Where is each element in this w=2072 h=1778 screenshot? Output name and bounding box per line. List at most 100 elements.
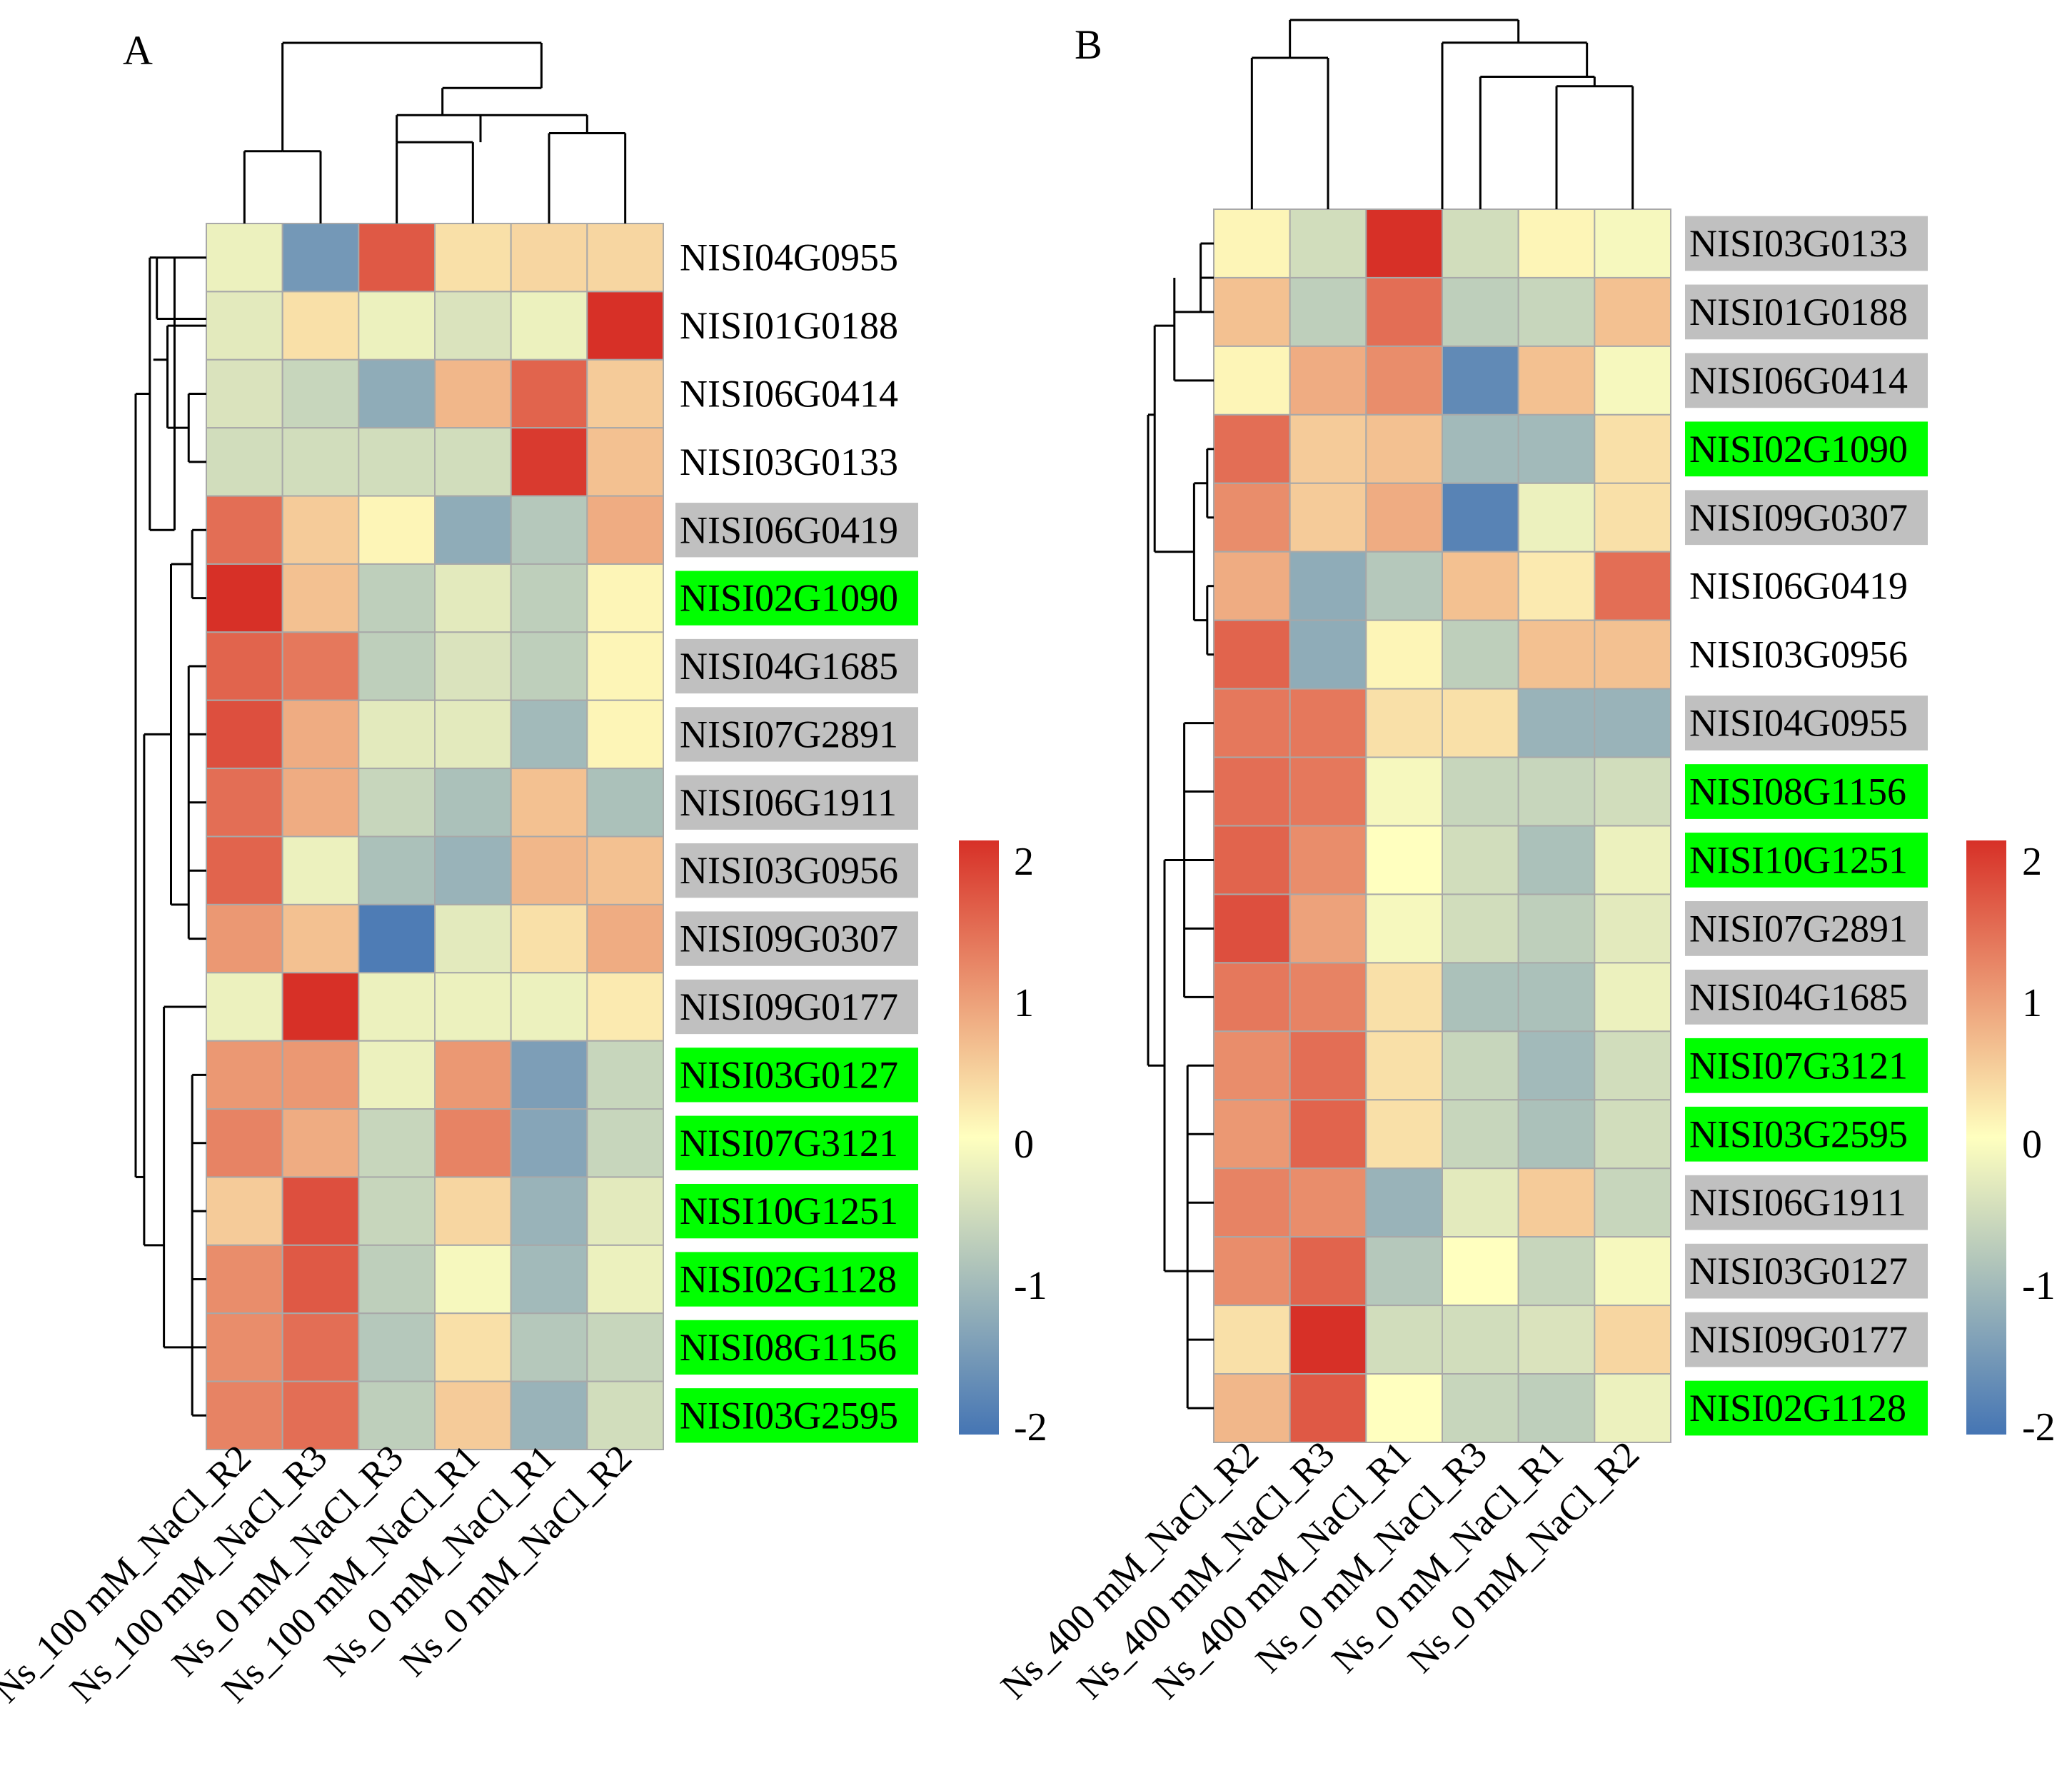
- colorbar-tick-label: 2: [2022, 840, 2042, 884]
- colorbar-tick-label: -2: [1014, 1405, 1047, 1450]
- heatmap-cell: [1594, 1030, 1671, 1101]
- heatmap-cell: [1517, 619, 1596, 690]
- heatmap-cell: [1594, 551, 1671, 621]
- heatmap-cell: [206, 358, 283, 429]
- gene-label: NISI03G0133: [1689, 222, 1908, 265]
- heatmap-cell: [1594, 1099, 1671, 1170]
- gene-highlight: [1685, 421, 1928, 477]
- gene-label: NISI01G0188: [1689, 291, 1908, 333]
- gene-label: NISI06G1911: [680, 781, 897, 824]
- heatmap-cell: [206, 1244, 283, 1315]
- heatmap-cell: [510, 631, 588, 701]
- panel-label: A: [123, 27, 153, 74]
- heatmap-cell: [510, 563, 588, 633]
- colorbar-tick-label: 0: [2022, 1122, 2042, 1167]
- heatmap-cell: [1594, 893, 1671, 964]
- heatmap-cell: [281, 972, 360, 1042]
- heatmap-cell: [1442, 1373, 1519, 1443]
- colorbar-bar: [959, 840, 999, 1435]
- heatmap-cell: [206, 291, 283, 361]
- colorbar-tick-label: -1: [1014, 1264, 1047, 1308]
- heatmap-cell: [1289, 756, 1367, 827]
- heatmap-cell: [358, 291, 436, 361]
- heatmap-cell: [1213, 276, 1291, 347]
- heatmap-cell: [358, 1176, 436, 1246]
- heatmap-cell: [281, 291, 360, 361]
- heatmap-cell: [358, 1244, 436, 1315]
- panel-b: B NISI03G0133 NISI01G0188 NISI06G0414 NISI02…: [993, 19, 2056, 1707]
- heatmap-cell: [510, 1108, 588, 1178]
- heatmap-cell: [358, 495, 436, 565]
- heatmap-cell: [434, 291, 512, 361]
- heatmap-cell: [1594, 413, 1671, 484]
- gene-label: NISI06G0414: [1689, 359, 1908, 402]
- heatmap-cell: [1365, 756, 1444, 827]
- heatmap-cell: [1365, 345, 1444, 416]
- heatmap-cell: [1289, 1305, 1367, 1375]
- gene-label: NISI10G1251: [680, 1190, 898, 1232]
- heatmap-cell: [358, 427, 436, 497]
- heatmap-cell: [1594, 209, 1671, 278]
- heatmap-cell: [281, 1040, 360, 1110]
- colorbar: 2 1 0 -1 -2: [1966, 840, 2056, 1450]
- colorbar-tick-label: -2: [2022, 1405, 2056, 1450]
- heatmap-cell: [1213, 413, 1291, 484]
- heatmap-cell: [358, 1380, 436, 1450]
- heatmap-cell: [434, 1312, 512, 1382]
- heatmap-cell: [206, 563, 283, 633]
- heatmap-cell: [586, 972, 664, 1042]
- heatmap-cell: [358, 223, 436, 293]
- heatmap-cell: [510, 223, 588, 293]
- heatmap-cell: [434, 1380, 512, 1450]
- heatmap-cell: [1365, 619, 1444, 690]
- gene-highlight: [1685, 901, 1928, 956]
- heatmap-cell: [1594, 482, 1671, 553]
- heatmap-cell: [434, 563, 512, 633]
- heatmap-cell: [281, 1244, 360, 1315]
- heatmap-cell: [1442, 276, 1519, 347]
- heatmap-cell: [1594, 825, 1671, 895]
- heatmap-cell: [1289, 825, 1367, 895]
- heatmap-cell: [1594, 962, 1671, 1033]
- heatmap-cell: [1594, 345, 1671, 416]
- heatmap-cell: [281, 835, 360, 905]
- gene-label: NISI08G1156: [1689, 770, 1906, 813]
- heatmap-cell: [1517, 413, 1596, 484]
- heatmap-cell: [510, 1040, 588, 1110]
- heatmap-cell: [510, 835, 588, 905]
- gene-label: NISI07G2891: [680, 713, 898, 755]
- heatmap-cell: [358, 563, 436, 633]
- heatmap-cell: [1594, 1167, 1671, 1238]
- gene-label: NISI04G0955: [1689, 702, 1908, 745]
- heatmap-cell: [358, 972, 436, 1042]
- gene-highlight: [675, 979, 918, 1035]
- heatmap-cell: [510, 903, 588, 974]
- heatmap-cell: [586, 1312, 664, 1382]
- heatmap-cell: [1442, 345, 1519, 416]
- heatmap-cell: [586, 631, 664, 701]
- gene-highlight: [1685, 1106, 1928, 1162]
- heatmap-cell: [206, 631, 283, 701]
- gene-highlight: [1685, 1038, 1928, 1093]
- gene-highlight: [675, 1388, 918, 1443]
- heatmap-cell: [1365, 893, 1444, 964]
- gene-label: NISI04G0955: [680, 236, 898, 279]
- heatmap-cell: [206, 699, 283, 770]
- heatmap-cell: [434, 223, 512, 293]
- heatmap-cell: [510, 972, 588, 1042]
- heatmap-cell: [1213, 1030, 1291, 1101]
- gene-label: NISI03G0127: [680, 1053, 898, 1096]
- row-dendrogram-icon: [134, 256, 206, 1417]
- gene-label: NISI04G1685: [1689, 975, 1908, 1018]
- heatmap-cell: [1442, 482, 1519, 553]
- colorbar-bar: [1966, 840, 2006, 1435]
- colorbar-tick-label: 1: [1014, 981, 1034, 1025]
- heatmap-cell: [1365, 1373, 1444, 1443]
- heatmap-cell: [358, 631, 436, 701]
- gene-label: NISI03G0956: [680, 849, 898, 892]
- heatmap-cell: [206, 768, 283, 838]
- heatmap-cell: [1365, 209, 1444, 278]
- heatmap-cell: [206, 1108, 283, 1178]
- heatmap-cell: [1213, 1236, 1291, 1307]
